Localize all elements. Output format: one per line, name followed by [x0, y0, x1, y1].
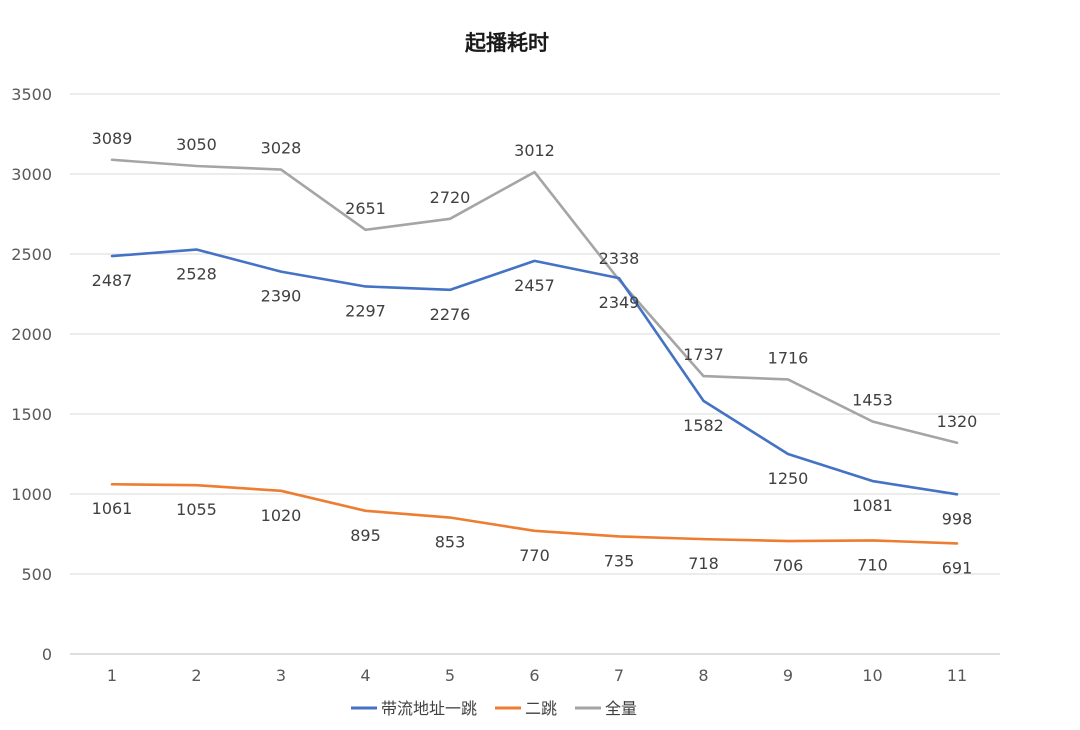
- x-tick-label: 10: [862, 666, 882, 685]
- legend-label: 二跳: [525, 699, 557, 718]
- data-label: 770: [519, 546, 550, 565]
- data-label: 1250: [768, 469, 809, 488]
- y-tick-label: 2000: [11, 325, 52, 344]
- data-label: 2487: [92, 271, 133, 290]
- data-label: 3012: [514, 141, 555, 160]
- data-label: 2276: [430, 305, 471, 324]
- x-tick-label: 8: [698, 666, 708, 685]
- legend-label: 全量: [605, 699, 637, 718]
- series-line: [110, 158, 959, 445]
- data-label: 2528: [176, 265, 217, 284]
- y-tick-label: 2500: [11, 245, 52, 264]
- x-tick-label: 6: [529, 666, 539, 685]
- data-label: 998: [942, 509, 973, 528]
- y-tick-label: 3500: [11, 85, 52, 104]
- x-tick-label: 7: [614, 666, 624, 685]
- chart-title: 起播耗时: [464, 31, 549, 55]
- data-label: 2720: [430, 188, 471, 207]
- data-label: 853: [435, 533, 466, 552]
- data-label: 706: [773, 556, 804, 575]
- data-labels: 2487 2528 2390 2297 2276 2457 2349 1582 1250 1081…: [92, 129, 978, 578]
- data-label: 1320: [937, 412, 978, 431]
- legend-label: 带流地址一跳: [381, 699, 477, 718]
- data-label: 2457: [514, 276, 555, 295]
- gridlines: [70, 93, 1000, 655]
- series-line: [110, 248, 959, 496]
- x-tick-label: 11: [947, 666, 967, 685]
- x-axis-ticks: 1 2 3 4 5 6 7 8 9 10 11: [107, 666, 967, 685]
- x-tick-label: 4: [360, 666, 370, 685]
- data-label: 2349: [599, 293, 640, 312]
- x-tick-label: 3: [276, 666, 286, 685]
- data-label: 3050: [176, 135, 217, 154]
- x-tick-label: 2: [191, 666, 201, 685]
- data-label: 710: [857, 555, 888, 574]
- y-axis-ticks: 0 500 1000 1500 2000 2500 3000 3500: [11, 85, 52, 664]
- data-label: 718: [688, 554, 719, 573]
- x-tick-label: 1: [107, 666, 117, 685]
- data-label: 1716: [768, 348, 809, 367]
- y-tick-label: 1000: [11, 485, 52, 504]
- data-label: 2651: [345, 199, 386, 218]
- data-label: 1020: [261, 506, 302, 525]
- y-tick-label: 500: [21, 565, 52, 584]
- y-tick-label: 1500: [11, 405, 52, 424]
- data-label: 1582: [683, 416, 724, 435]
- data-label: 895: [350, 526, 381, 545]
- data-label: 3028: [261, 139, 302, 158]
- data-label: 2338: [599, 249, 640, 268]
- data-label: 2390: [261, 287, 302, 306]
- data-label: 1737: [683, 345, 724, 364]
- series-line: [110, 482, 959, 545]
- data-label: 1453: [852, 391, 893, 410]
- data-label: 735: [604, 551, 635, 570]
- y-tick-label: 0: [42, 645, 52, 664]
- data-label: 691: [942, 558, 973, 577]
- data-label: 3089: [92, 129, 133, 148]
- x-tick-label: 9: [783, 666, 793, 685]
- data-label: 1055: [176, 500, 217, 519]
- data-label: 2297: [345, 301, 386, 320]
- series-lines: [110, 158, 959, 545]
- x-tick-label: 5: [445, 666, 455, 685]
- y-tick-label: 3000: [11, 165, 52, 184]
- data-label: 1081: [852, 496, 893, 515]
- legend: 带流地址一跳 二跳 全量: [351, 699, 637, 718]
- data-label: 1061: [92, 499, 133, 518]
